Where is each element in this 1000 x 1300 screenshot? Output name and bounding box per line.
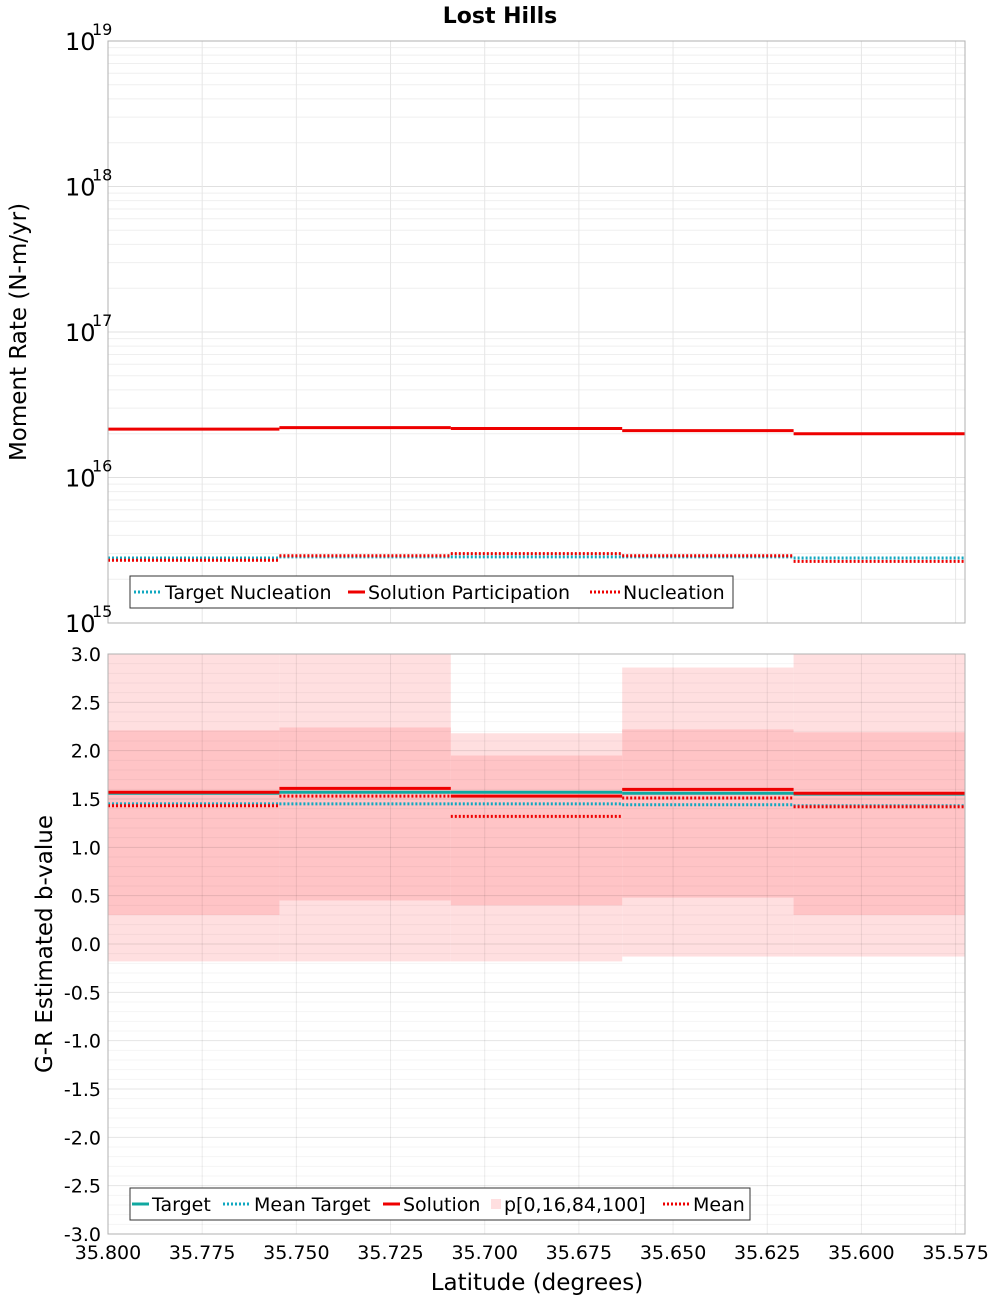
bvalue-y-tick-label: 0.5 [71, 886, 101, 908]
bvalue-y-tick-label: -1.5 [64, 1079, 101, 1101]
bvalue-gridlines [107, 653, 965, 1235]
bvalue-y-tick-label: 0.0 [71, 934, 101, 956]
legend-label-target-nucleation: Target Nucleation [164, 582, 332, 604]
percentile-band-1-bin [450, 755, 623, 906]
moment-y-tick-exponent: 15 [92, 602, 112, 621]
moment-series [108, 426, 965, 563]
bvalue-y-tick-label: 1.0 [71, 837, 101, 859]
bvalue-legend: Target Mean Target Solution p[0,16,84,10… [129, 1187, 751, 1221]
x-tick-label: 35.750 [263, 1242, 329, 1264]
legend-label-target: Target [151, 1194, 211, 1216]
legend-label-nucleation: Nucleation [623, 582, 725, 604]
bvalue-plot-frame [107, 653, 966, 1235]
chart-title: Lost Hills [443, 4, 558, 29]
x-tick-label: 35.575 [922, 1242, 988, 1264]
bvalue-y-tick-label: 1.5 [71, 789, 101, 811]
legend-label-percentiles: p[0,16,84,100] [504, 1194, 646, 1216]
x-tick-label: 35.625 [734, 1242, 800, 1264]
moment-plot-frame [107, 40, 966, 624]
percentile-band-1-bin [622, 729, 794, 898]
bvalue-y-tick-label: -0.5 [64, 982, 101, 1004]
x-tick-label: 35.725 [357, 1242, 423, 1264]
x-axis-label: Latitude (degrees) [431, 1270, 644, 1296]
moment-y-tick-exponent: 19 [92, 20, 112, 39]
bvalue-legend-box [129, 1187, 751, 1221]
x-tick-label: 35.600 [828, 1242, 894, 1264]
percentile-band-1-bin [108, 730, 280, 915]
bvalue-y-tick-label: -3.0 [64, 1224, 101, 1246]
legend-label-mean-target: Mean Target [254, 1194, 371, 1216]
bvalue-y-tick-label: 3.0 [71, 644, 101, 666]
percentile-band-1-bin [793, 732, 965, 915]
bvalue-y-tick-label: 2.0 [71, 741, 101, 763]
moment-y-tick-base: 10 [65, 465, 96, 493]
bvalue-y-axis-label: G-R Estimated b-value [32, 815, 58, 1073]
bvalue-y-tick-label: -2.5 [64, 1176, 101, 1198]
legend-label-mean: Mean [693, 1194, 745, 1216]
moment-legend-box [129, 575, 734, 609]
moment-y-tick-exponent: 16 [92, 457, 112, 476]
bvalue-x-ticks: 35.800 35.775 35.750 35.725 35.700 35.675 35.6… [75, 1242, 989, 1264]
legend-label-solution-participation: Solution Participation [368, 582, 570, 604]
legend-label-solution: Solution [403, 1194, 480, 1216]
moment-y-tick-base: 10 [65, 28, 96, 56]
bvalue-y-ticks: 3.0 2.5 2.0 1.5 1.0 0.5 0.0 -0.5 -1.0 -1.5 -2.0 -2.… [64, 644, 101, 1246]
moment-y-tick-base: 10 [65, 174, 96, 202]
percentile-band-1-bin [279, 727, 451, 901]
x-tick-label: 35.650 [640, 1242, 706, 1264]
legend-swatch-percentiles [491, 1199, 501, 1209]
moment-y-axis-label: Moment Rate (N-m/yr) [6, 203, 32, 461]
moment-y-tick-exponent: 17 [92, 311, 112, 330]
x-tick-label: 35.800 [75, 1242, 141, 1264]
x-tick-label: 35.700 [451, 1242, 517, 1264]
moment-y-tick-exponent: 18 [92, 166, 112, 185]
moment-y-tick-base: 10 [65, 319, 96, 347]
x-tick-label: 35.675 [546, 1242, 612, 1264]
bvalue-y-tick-label: -1.0 [64, 1031, 101, 1053]
bvalue-y-tick-label: -2.0 [64, 1127, 101, 1149]
b-value-panel: 3.0 2.5 2.0 1.5 1.0 0.5 0.0 -0.5 -1.0 -1.5 -2.0 -2.… [32, 644, 989, 1296]
bvalue-series [108, 786, 965, 818]
bvalue-y-tick-label: 2.5 [71, 692, 101, 714]
moment-legend: Target Nucleation Solution Participation… [129, 575, 734, 609]
x-tick-label: 35.775 [169, 1242, 235, 1264]
moment-y-tick-base: 10 [65, 610, 96, 638]
